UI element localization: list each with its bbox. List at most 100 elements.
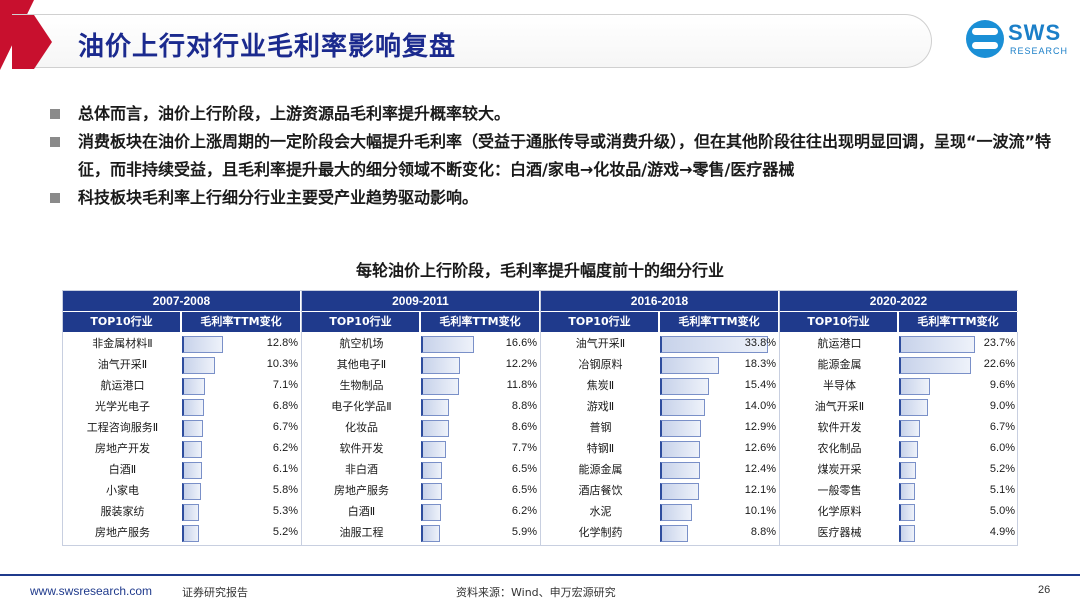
period-group-3: 2020-2022 TOP10行业 毛利率TTM变化 航运港口 23.7% 能源金属 22.…: [780, 291, 1019, 545]
bar-cell: 12.2%: [421, 354, 541, 375]
industry-name: 焦炭Ⅱ: [586, 379, 615, 392]
margin-value-label: 8.6%: [511, 421, 537, 433]
margin-value-label: 10.1%: [744, 505, 776, 517]
industry-name: 非白酒: [345, 463, 378, 476]
margin-value-label: 5.1%: [989, 484, 1015, 496]
bar-cell: 6.1%: [182, 459, 302, 480]
industry-name: 其他电子Ⅱ: [336, 358, 387, 371]
table-row: 油气开采Ⅱ 33.8%: [541, 333, 780, 354]
margin-bar: [421, 399, 449, 416]
margin-bar: [421, 420, 449, 437]
bar-cell: 6.7%: [182, 417, 302, 438]
table-row: 化学原料 5.0%: [780, 501, 1019, 522]
margin-bar: [660, 378, 709, 395]
group-separator: [779, 291, 780, 545]
margin-value-label: 5.2%: [989, 463, 1015, 475]
table-row: 白酒Ⅱ 6.1%: [63, 459, 302, 480]
margin-value-label: 16.6%: [505, 337, 537, 349]
period-group-0: 2007-2008 TOP10行业 毛利率TTM变化 非金属材料Ⅱ 12.8% 油气开采Ⅱ…: [63, 291, 302, 545]
bullet-text: 消费板块在油价上涨周期的一定阶段会大幅提升毛利率（受益于通胀传导或消费升级），但…: [78, 132, 1052, 179]
margin-value-label: 11.8%: [506, 379, 537, 391]
bar-cell: 6.8%: [182, 396, 302, 417]
period-header: 2007-2008: [63, 291, 302, 311]
footer-url[interactable]: www.swsresearch.com: [30, 584, 153, 598]
header: 油价上行对行业毛利率影响复盘 SWS RESEARCH: [0, 0, 1080, 86]
margin-value-label: 6.7%: [989, 421, 1015, 433]
bar-cell: 8.6%: [421, 417, 541, 438]
bullet-square-icon: [50, 137, 60, 147]
industry-name: 航空机场: [339, 337, 384, 350]
margin-value-label: 4.9%: [989, 526, 1015, 538]
industry-name: 房地产服务: [334, 484, 389, 497]
industry-name: 航运港口: [100, 379, 145, 392]
bar-cell: 23.7%: [899, 333, 1019, 354]
margin-bar: [660, 525, 688, 542]
industry-name: 酒店餐饮: [578, 484, 623, 497]
table-row: 水泥 10.1%: [541, 501, 780, 522]
table-row: 航空机场 16.6%: [302, 333, 541, 354]
margin-bar: [421, 378, 459, 395]
industry-name: 医疗器械: [817, 526, 862, 539]
margin-value-label: 6.5%: [511, 484, 537, 496]
group-separator: [540, 291, 541, 545]
margin-bar: [421, 483, 442, 500]
industry-name: 冶钢原料: [578, 358, 623, 371]
margin-bar: [182, 420, 203, 437]
industry-name: 非金属材料Ⅱ: [92, 337, 153, 350]
table-row: 软件开发 6.7%: [780, 417, 1019, 438]
bar-cell: 5.2%: [182, 522, 302, 543]
margin-bar: [182, 357, 215, 374]
table-row: 油服工程 5.9%: [302, 522, 541, 543]
margin-bar: [899, 504, 915, 521]
industry-name: 半导体: [823, 379, 856, 392]
industry-name: 生物制品: [339, 379, 384, 392]
period-group-1: 2009-2011 TOP10行业 毛利率TTM变化 航空机场 16.6% 其他电子Ⅱ 12…: [302, 291, 541, 545]
bullet-square-icon: [50, 193, 60, 203]
industry-name: 能源金属: [817, 358, 862, 371]
table-row: 特钢Ⅱ 12.6%: [541, 438, 780, 459]
footer-source: 资料来源：Wind、申万宏源研究: [456, 586, 616, 599]
bar-cell: 33.8%: [660, 333, 780, 354]
col-header-margin-change: 毛利率TTM变化: [660, 312, 780, 332]
margin-bar: [899, 378, 930, 395]
bar-cell: 12.9%: [660, 417, 780, 438]
margin-bar: [660, 504, 692, 521]
margin-value-label: 5.3%: [272, 505, 298, 517]
period-header: 2020-2022: [780, 291, 1019, 311]
bar-cell: 6.0%: [899, 438, 1019, 459]
margin-value-label: 8.8%: [511, 400, 537, 412]
bar-cell: 6.5%: [421, 480, 541, 501]
margin-value-label: 10.3%: [266, 358, 298, 370]
margin-value-label: 14.0%: [744, 400, 776, 412]
margin-bar: [899, 420, 920, 437]
bullet-text: 科技板块毛利率上行细分行业主要受产业趋势驱动影响。: [78, 188, 479, 207]
table-row: 软件开发 7.7%: [302, 438, 541, 459]
margin-bar: [182, 462, 202, 479]
col-header-margin-change: 毛利率TTM变化: [899, 312, 1019, 332]
bar-cell: 8.8%: [421, 396, 541, 417]
table-row: 冶钢原料 18.3%: [541, 354, 780, 375]
margin-bar: [421, 336, 474, 353]
table-row: 煤炭开采 5.2%: [780, 459, 1019, 480]
margin-value-label: 5.0%: [989, 505, 1015, 517]
table-row: 非白酒 6.5%: [302, 459, 541, 480]
margin-bar: [182, 504, 199, 521]
bullet-item: 总体而言，油价上行阶段，上游资源品毛利率提升概率较大。: [48, 100, 1058, 128]
industry-name: 服装家纺: [100, 505, 145, 518]
margin-bar: [421, 462, 442, 479]
industry-name: 工程咨询服务Ⅱ: [86, 421, 159, 434]
bar-cell: 12.6%: [660, 438, 780, 459]
table-row: 电子化学品Ⅱ 8.8%: [302, 396, 541, 417]
margin-value-label: 6.1%: [272, 463, 298, 475]
bar-cell: 10.1%: [660, 501, 780, 522]
margin-value-label: 5.9%: [511, 526, 537, 538]
col-header-industry: TOP10行业: [541, 312, 660, 332]
table-row: 航运港口 23.7%: [780, 333, 1019, 354]
margin-bar: [182, 378, 205, 395]
bar-cell: 12.1%: [660, 480, 780, 501]
margin-value-label: 5.2%: [272, 526, 298, 538]
page-number: 26: [1038, 584, 1051, 596]
margin-value-label: 6.8%: [272, 400, 298, 412]
bar-cell: 5.9%: [421, 522, 541, 543]
footer-divider: [0, 574, 1080, 576]
